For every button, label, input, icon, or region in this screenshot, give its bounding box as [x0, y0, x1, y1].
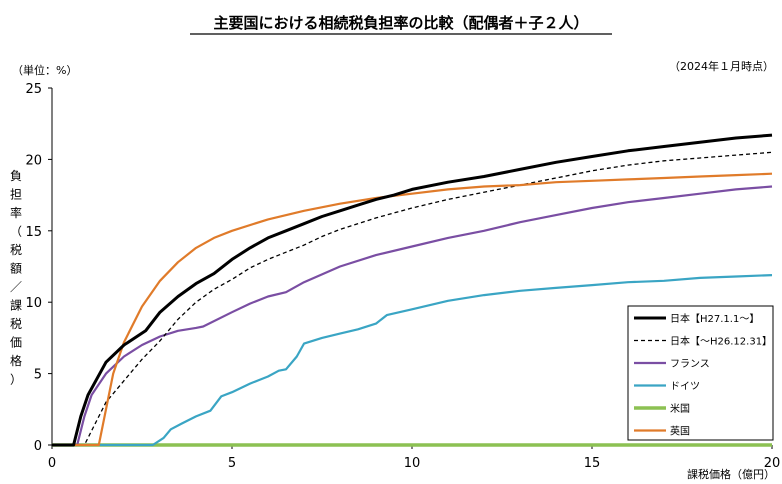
legend-label-2: フランス [670, 358, 710, 370]
y-tick-label: 5 [34, 368, 42, 383]
y-tick-label: 10 [25, 296, 42, 311]
date-note: （2024年１月時点） [669, 59, 774, 73]
x-tick-label: 0 [48, 456, 56, 471]
x-tick-label: 5 [228, 456, 236, 471]
legend-label-3: ドイツ [670, 382, 700, 393]
y-tick-label: 15 [25, 225, 42, 240]
series-line-5 [52, 172, 773, 447]
series-lines [52, 133, 773, 447]
y-tick-label: 0 [34, 439, 42, 454]
legend-box [627, 305, 774, 441]
x-tick-label: 20 [764, 456, 781, 471]
legend-label-4: 米国 [670, 402, 690, 415]
tick-labels: 0 5 10 15 20 25 0 5 10 15 20 [25, 82, 780, 471]
unit-note: （単位：%） [12, 63, 77, 77]
x-tick-label: 10 [404, 456, 421, 471]
legend-label-1: 日本【～H26.12.31】 [670, 335, 772, 348]
series-line-0 [52, 133, 773, 447]
x-axis-label: 課税価格（億円） [687, 467, 775, 481]
y-tick-label: 25 [25, 82, 42, 97]
series-line-3 [52, 274, 773, 447]
legend-label-5: 英国 [670, 425, 690, 438]
legend-label-0: 日本【H27.1.1～】 [670, 312, 759, 325]
y-axis-label: 負担率（税額／課税価格） [10, 169, 22, 387]
chart-title: 主要国における相続税負担率の比較（配偶者＋子２人） [213, 14, 588, 32]
y-axis-label-text: 負担率（税額／課税価格） [10, 169, 22, 387]
series-line-1 [52, 151, 773, 446]
y-tick-label: 20 [25, 153, 42, 168]
x-tick-label: 15 [584, 456, 601, 471]
